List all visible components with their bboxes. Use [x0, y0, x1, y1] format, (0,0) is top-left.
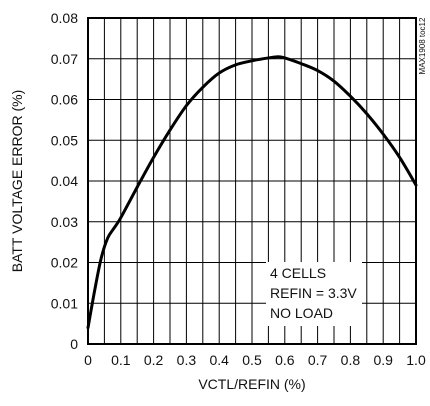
annotation-line-2: REFIN = 3.3V [270, 285, 357, 301]
annotation: 4 CELLS REFIN = 3.3V NO LOAD [270, 265, 357, 321]
y-tick-label: 0.07 [51, 51, 78, 67]
x-tick-label: 0.9 [373, 352, 393, 368]
x-tick-label: 0.1 [111, 352, 131, 368]
y-tick-label: 0.04 [51, 173, 78, 189]
x-tick-label: 0.6 [275, 352, 295, 368]
annotation-line-3: NO LOAD [270, 305, 333, 321]
x-tick-label: 0.8 [341, 352, 361, 368]
y-tick-label: 0.02 [51, 255, 78, 271]
x-axis-label: VCTL/REFIN (%) [198, 376, 305, 392]
x-tick-labels: 0 0.1 0.2 0.3 0.4 0.5 0.6 0.7 0.8 0.9 1.0 [84, 352, 426, 368]
y-tick-label: 0.03 [51, 214, 78, 230]
figure-code-label: MAX1908 toc12 [418, 17, 427, 74]
y-axis-label: BATT VOLTAGE ERROR (%) [9, 90, 25, 273]
annotation-background [266, 262, 362, 326]
y-tick-label: 0.06 [51, 92, 78, 108]
plot-frame [87, 17, 417, 345]
x-tick-label: 0.2 [144, 352, 164, 368]
series-line [86, 55, 418, 330]
annotation-line-1: 4 CELLS [270, 265, 326, 281]
y-tick-label: 0.05 [51, 132, 78, 148]
x-tick-label: 0 [84, 352, 92, 368]
x-tick-label: 0.7 [308, 352, 328, 368]
x-tick-label: 0.3 [177, 352, 197, 368]
y-tick-label: 0.08 [51, 10, 78, 26]
x-tick-label: 0.4 [209, 352, 229, 368]
x-tick-label: 1.0 [406, 352, 426, 368]
x-tick-label: 0.5 [242, 352, 262, 368]
y-tick-labels: 0 0.01 0.02 0.03 0.04 0.05 0.06 0.07 0.08 [51, 10, 78, 352]
grid [88, 18, 416, 344]
y-tick-label: 0 [70, 336, 78, 352]
y-tick-label: 0.01 [51, 295, 78, 311]
